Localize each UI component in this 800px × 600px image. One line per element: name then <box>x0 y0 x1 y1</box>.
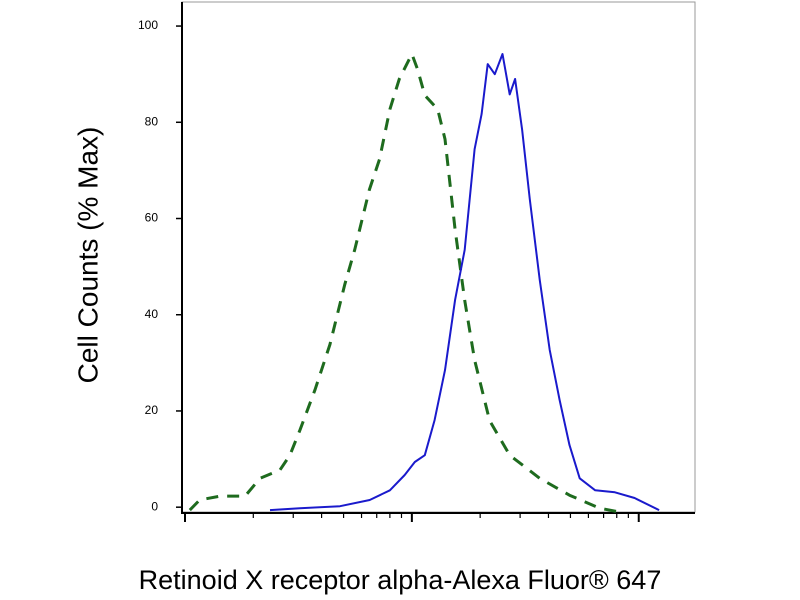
y-axis-label: Cell Counts (% Max) <box>72 127 103 384</box>
histogram-line <box>188 52 620 514</box>
x-axis-label: Retinoid X receptor alpha-Alexa Fluor® 6… <box>139 565 662 595</box>
histogram-line <box>269 53 660 512</box>
y-tick-label: 80 <box>145 114 159 128</box>
y-tick-label: 60 <box>145 211 159 225</box>
y-tick-label: 100 <box>138 18 158 32</box>
y-tick-label: 20 <box>145 403 159 417</box>
plot-frame <box>181 1 696 513</box>
y-tick-label: 0 <box>151 499 158 513</box>
y-tick-label: 40 <box>145 307 159 321</box>
